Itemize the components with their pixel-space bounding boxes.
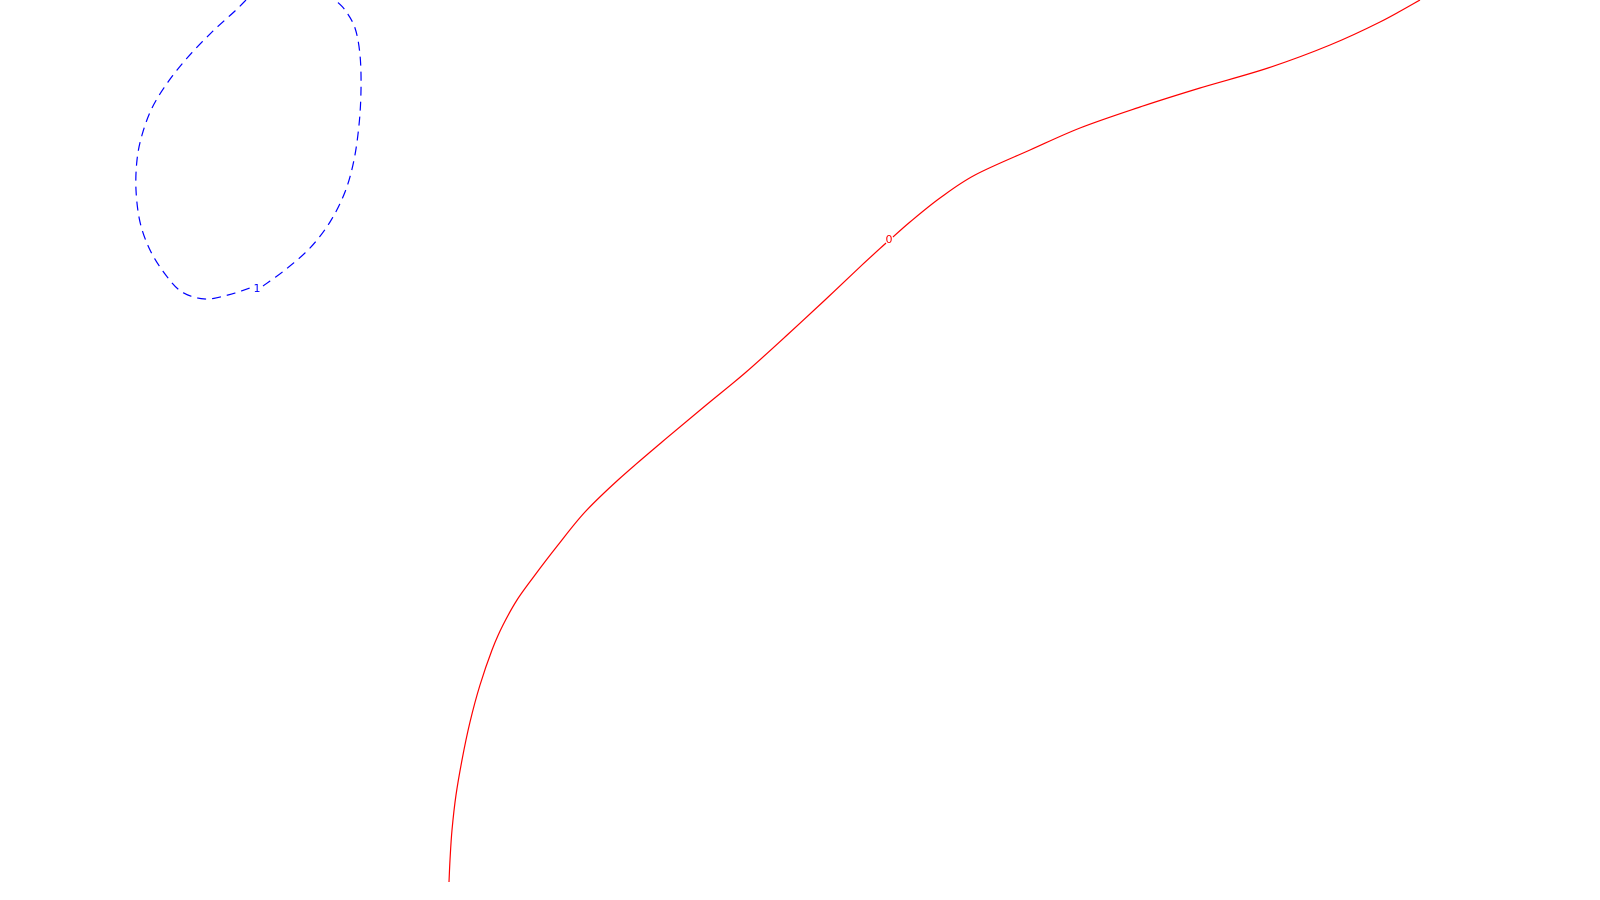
contour-label-0: 0: [886, 233, 893, 246]
contour-labels: 01: [254, 233, 893, 295]
contour-lines: [135, 0, 1421, 883]
contour-line-level-1-segment-3: [262, 0, 362, 287]
contour-line-level-1-segment-2: [135, 0, 251, 300]
contour-label-1: 1: [254, 282, 261, 295]
contour-line-level-0-segment-1: [892, 0, 1421, 238]
contour-line-level-0-segment-0: [448, 242, 887, 883]
